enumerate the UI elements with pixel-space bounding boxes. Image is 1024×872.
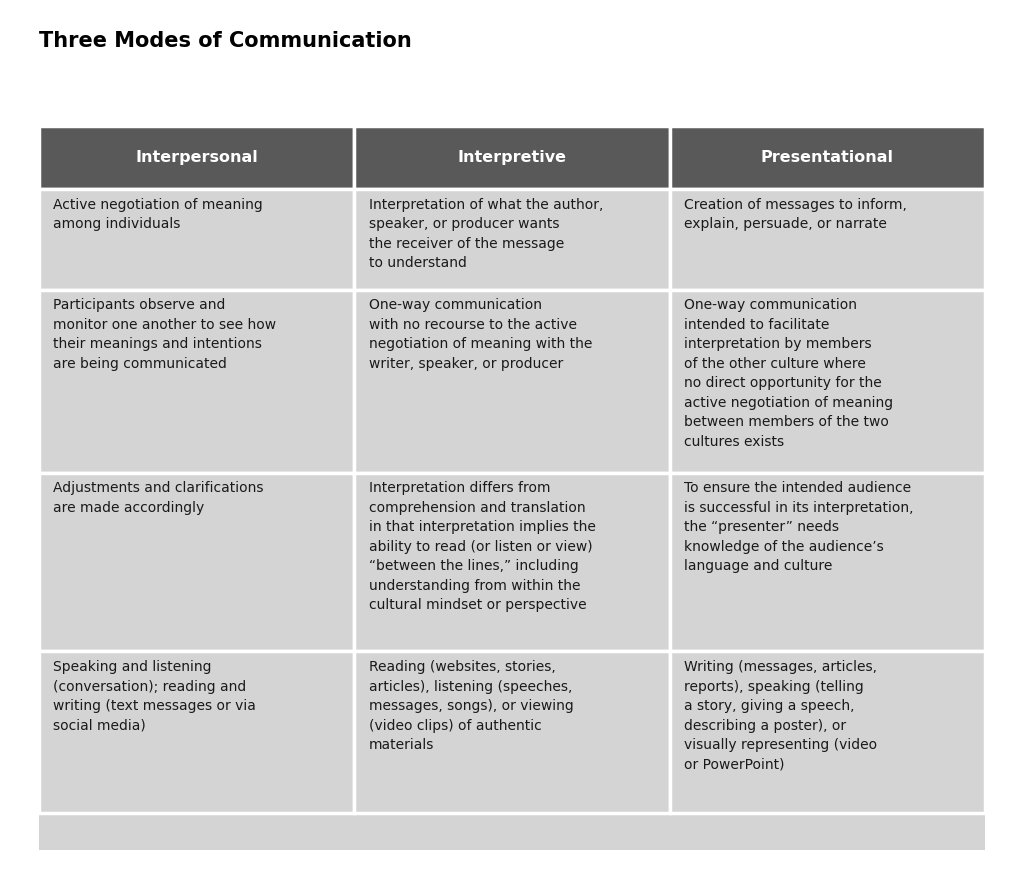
Bar (670, 290, 985, 473)
Text: To ensure the intended audience
is successful in its interpretation,
the “presen: To ensure the intended audience is succe… (684, 481, 913, 574)
Bar (670, 126, 985, 189)
Text: One-way communication
intended to facilitate
interpretation by members
of the ot: One-way communication intended to facili… (684, 298, 893, 449)
Bar (39, 473, 354, 651)
Bar (354, 473, 670, 651)
Bar (670, 189, 985, 290)
Bar (39, 290, 354, 473)
Bar (39, 651, 354, 813)
Bar (354, 651, 670, 813)
Text: Participants observe and
monitor one another to see how
their meanings and inten: Participants observe and monitor one ano… (53, 298, 276, 371)
Text: Interpersonal: Interpersonal (135, 150, 258, 166)
Text: Presentational: Presentational (761, 150, 894, 166)
Text: Active negotiation of meaning
among individuals: Active negotiation of meaning among indi… (53, 198, 263, 231)
Text: Interpretation of what the author,
speaker, or producer wants
the receiver of th: Interpretation of what the author, speak… (369, 198, 603, 270)
Bar (354, 126, 670, 189)
Text: Adjustments and clarifications
are made accordingly: Adjustments and clarifications are made … (53, 481, 264, 514)
Text: Reading (websites, stories,
articles), listening (speeches,
messages, songs), or: Reading (websites, stories, articles), l… (369, 660, 573, 753)
Bar (39, 126, 354, 189)
Text: Speaking and listening
(conversation); reading and
writing (text messages or via: Speaking and listening (conversation); r… (53, 660, 256, 732)
Bar (39, 189, 354, 290)
Text: Interpretation differs from
comprehension and translation
in that interpretation: Interpretation differs from comprehensio… (369, 481, 596, 612)
Bar (670, 473, 985, 651)
Bar (39, 126, 985, 850)
Text: One-way communication
with no recourse to the active
negotiation of meaning with: One-way communication with no recourse t… (369, 298, 592, 371)
Bar (670, 651, 985, 813)
Text: Three Modes of Communication: Three Modes of Communication (39, 31, 412, 51)
Bar (354, 290, 670, 473)
Text: Creation of messages to inform,
explain, persuade, or narrate: Creation of messages to inform, explain,… (684, 198, 907, 231)
Text: Interpretive: Interpretive (458, 150, 566, 166)
Bar (354, 189, 670, 290)
Text: Writing (messages, articles,
reports), speaking (telling
a story, giving a speec: Writing (messages, articles, reports), s… (684, 660, 878, 772)
